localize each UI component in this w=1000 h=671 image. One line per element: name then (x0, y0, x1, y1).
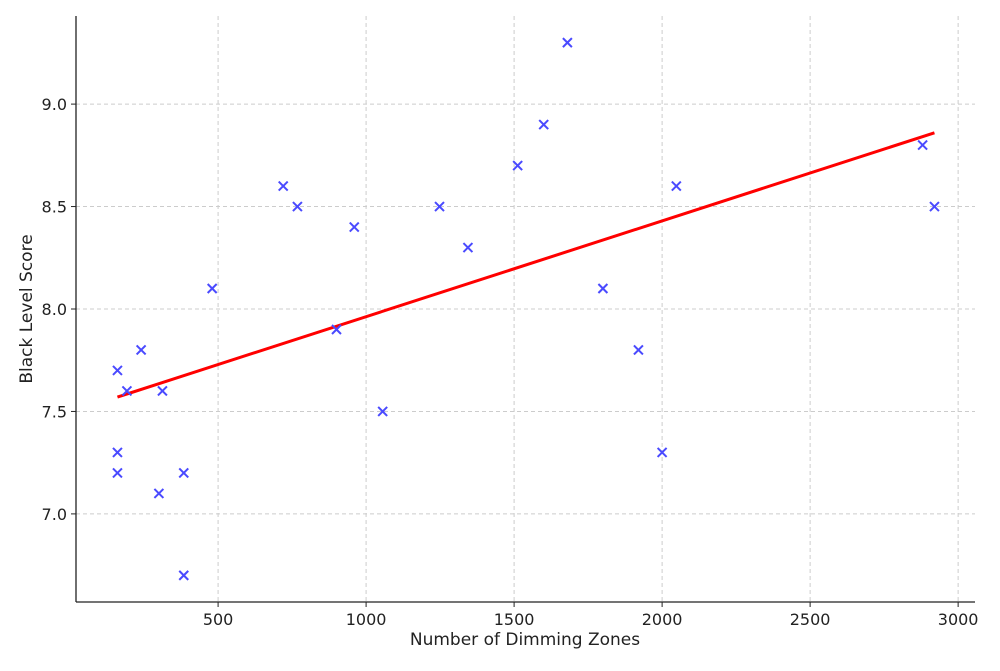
y-tick-label: 7.0 (42, 505, 67, 524)
marker-stroke (597, 283, 609, 294)
marker-stroke (157, 385, 168, 397)
y-tick-label: 7.5 (42, 402, 67, 421)
trend-line-group (116, 131, 935, 399)
data-point-marker (656, 447, 668, 458)
marker-stroke (112, 447, 123, 458)
marker-stroke (278, 180, 289, 192)
x-tick-label: 2500 (790, 610, 831, 629)
data-point-marker (292, 201, 303, 212)
data-point-marker (135, 344, 147, 356)
data-point-marker (112, 467, 123, 479)
marker-stroke (929, 201, 940, 212)
data-point-marker (462, 242, 474, 253)
data-point-marker (178, 570, 189, 581)
y-axis-label: Black Level Score (17, 234, 37, 383)
data-point-marker (178, 467, 189, 479)
marker-stroke (349, 221, 360, 233)
data-point-marker (597, 283, 609, 294)
marker-stroke (656, 447, 668, 458)
marker-stroke (153, 488, 165, 499)
marker-stroke (135, 344, 147, 356)
data-point-marker (153, 488, 165, 499)
x-axis-label: Number of Dimming Zones (410, 630, 640, 650)
data-point-marker (157, 385, 168, 397)
data-point-marker (917, 139, 928, 151)
x-tick-label: 2000 (642, 610, 683, 629)
data-point-marker (349, 221, 360, 233)
y-tick-label: 8.5 (42, 198, 67, 217)
marker-stroke (562, 37, 573, 48)
data-point-marker (929, 201, 940, 212)
data-point-marker (112, 447, 123, 458)
marker-stroke (434, 201, 445, 212)
data-point-marker (278, 180, 289, 192)
x-tick-label: 3000 (938, 610, 979, 629)
marker-stroke (178, 570, 189, 581)
data-point-marker (633, 344, 644, 356)
marker-stroke (671, 180, 682, 192)
data-point-marker (206, 283, 218, 294)
points-group (112, 37, 940, 581)
y-tick-label: 9.0 (42, 95, 67, 114)
marker-stroke (512, 160, 523, 171)
data-point-marker (434, 201, 445, 212)
data-point-marker (121, 385, 133, 397)
data-point-marker (512, 160, 523, 171)
trend-line (116, 131, 935, 399)
marker-stroke (331, 324, 342, 335)
data-point-marker (112, 365, 123, 376)
data-point-marker (538, 119, 549, 130)
marker-stroke (112, 467, 123, 479)
marker-stroke (292, 201, 303, 212)
y-tick-label: 8.0 (42, 300, 67, 319)
marker-stroke (462, 242, 474, 253)
marker-stroke (377, 406, 388, 417)
marker-stroke (121, 385, 133, 397)
marker-stroke (538, 119, 549, 130)
x-tick-label: 500 (203, 610, 234, 629)
data-point-marker (562, 37, 573, 48)
data-point-marker (377, 406, 388, 417)
x-tick-label: 1500 (494, 610, 535, 629)
x-tick-label: 1000 (346, 610, 387, 629)
data-point-marker (671, 180, 682, 192)
axes: 500 1000 1500 2000 2500 3000 7.0 7.5 8.0 8.5 9.0 (42, 16, 979, 629)
marker-stroke (112, 365, 123, 376)
marker-stroke (206, 283, 218, 294)
marker-stroke (633, 344, 644, 356)
data-point-marker (331, 324, 342, 335)
marker-stroke (917, 139, 928, 151)
marker-stroke (178, 467, 189, 479)
grid (76, 16, 975, 602)
